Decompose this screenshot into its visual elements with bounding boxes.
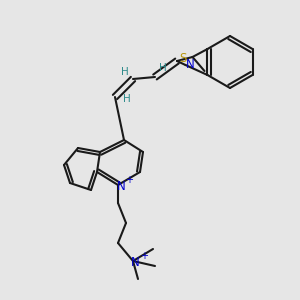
Text: H: H <box>123 94 131 104</box>
Text: N: N <box>186 58 195 70</box>
Text: +: + <box>140 251 148 261</box>
Text: H: H <box>121 67 129 77</box>
Text: +: + <box>125 175 133 185</box>
Text: S: S <box>179 52 186 64</box>
Text: N: N <box>117 179 125 193</box>
Text: N: N <box>130 256 140 268</box>
Text: H: H <box>159 63 167 73</box>
